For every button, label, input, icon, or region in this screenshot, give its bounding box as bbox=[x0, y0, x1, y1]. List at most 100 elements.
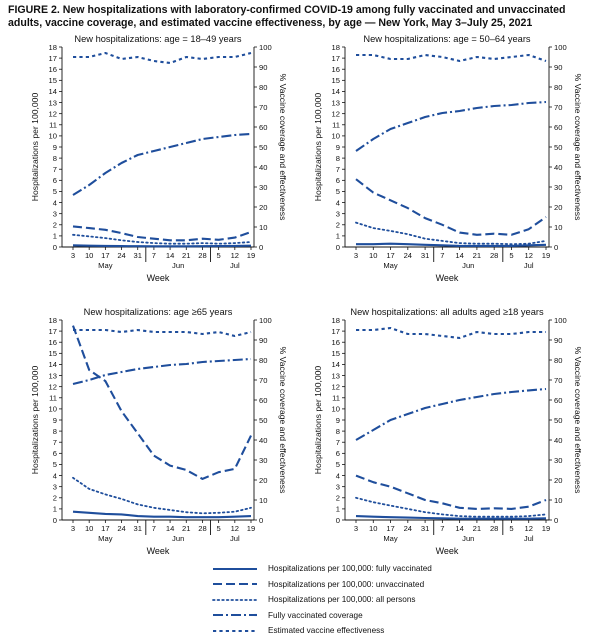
y-tick-label: 3 bbox=[336, 209, 340, 218]
legend-item-fully-vaccinated: Hospitalizations per 100,000: fully vacc… bbox=[212, 561, 512, 577]
x-tick-label: 19 bbox=[247, 251, 255, 260]
y-tick-label: 10 bbox=[332, 405, 340, 414]
y-tick-label: 14 bbox=[332, 360, 340, 369]
y-tick-label: 10 bbox=[49, 405, 57, 414]
y-axis-label: Hospitalizations per 100,000 bbox=[30, 93, 40, 202]
y2-tick-label: 10 bbox=[259, 496, 267, 505]
charts-canvas: New hospitalizations: age = 18–49 years 0… bbox=[30, 34, 583, 556]
x-tick-label: 24 bbox=[117, 524, 125, 533]
y2-tick-label: 0 bbox=[554, 243, 558, 252]
legend-swatch bbox=[213, 614, 257, 617]
y2-tick-label: 80 bbox=[554, 356, 562, 365]
legend-item-all-persons: Hospitalizations per 100,000: all person… bbox=[212, 592, 512, 608]
x-tick-label: 24 bbox=[404, 251, 412, 260]
series-line-unvaccinated bbox=[72, 325, 252, 480]
legend-label: Fully vaccinated coverage bbox=[268, 610, 363, 620]
y-tick-label: 12 bbox=[332, 109, 340, 118]
y2-tick-label: 10 bbox=[554, 496, 562, 505]
y-tick-label: 9 bbox=[53, 416, 57, 425]
y-tick-label: 6 bbox=[53, 449, 57, 458]
x-tick-label: 28 bbox=[490, 524, 498, 533]
y-tick-label: 0 bbox=[336, 516, 340, 525]
month-label: Jul bbox=[524, 534, 534, 543]
y2-tick-label: 60 bbox=[554, 123, 562, 132]
y-tick-label: 18 bbox=[49, 316, 57, 325]
legend: Hospitalizations per 100,000: fully vacc… bbox=[212, 561, 512, 639]
y-axis-label: Hospitalizations per 100,000 bbox=[313, 93, 323, 202]
series-line-coverage bbox=[72, 357, 252, 386]
y2-tick-label: 60 bbox=[259, 123, 267, 132]
x-tick-label: 31 bbox=[421, 251, 429, 260]
y2-tick-label: 40 bbox=[259, 436, 267, 445]
y-tick-label: 3 bbox=[53, 209, 57, 218]
y-tick-label: 6 bbox=[336, 449, 340, 458]
x-tick-label: 28 bbox=[198, 251, 206, 260]
series-line-fully-vaccinated bbox=[72, 510, 252, 519]
y-tick-label: 13 bbox=[49, 98, 57, 107]
series-line-coverage bbox=[72, 132, 252, 196]
y2-tick-label: 50 bbox=[259, 416, 267, 425]
y-tick-label: 1 bbox=[336, 232, 340, 241]
y2-tick-label: 50 bbox=[554, 143, 562, 152]
y-tick-label: 5 bbox=[336, 187, 340, 196]
month-label: May bbox=[98, 261, 113, 270]
y-tick-label: 18 bbox=[332, 43, 340, 52]
y2-tick-label: 50 bbox=[259, 143, 267, 152]
y2-tick-label: 30 bbox=[259, 183, 267, 192]
legend-swatch bbox=[212, 598, 258, 601]
x-axis-label: Week bbox=[436, 273, 459, 283]
y-tick-label: 14 bbox=[332, 87, 340, 96]
month-label: Jul bbox=[230, 261, 240, 270]
y2-tick-label: 60 bbox=[554, 396, 562, 405]
y-tick-label: 18 bbox=[49, 43, 57, 52]
month-label: May bbox=[383, 534, 398, 543]
y-tick-label: 12 bbox=[49, 109, 57, 118]
x-tick-label: 21 bbox=[473, 524, 481, 533]
y-tick-label: 2 bbox=[336, 221, 340, 230]
y-tick-label: 7 bbox=[53, 165, 57, 174]
y-tick-label: 5 bbox=[336, 460, 340, 469]
y-tick-label: 17 bbox=[49, 54, 57, 63]
y2-tick-label: 20 bbox=[259, 476, 267, 485]
y-tick-label: 8 bbox=[53, 427, 57, 436]
y2-tick-label: 70 bbox=[259, 103, 267, 112]
y2-tick-label: 100 bbox=[554, 316, 567, 325]
series-line-unvaccinated bbox=[72, 225, 252, 242]
y-tick-label: 2 bbox=[53, 494, 57, 503]
x-tick-label: 10 bbox=[85, 251, 93, 260]
y-tick-label: 5 bbox=[53, 460, 57, 469]
y2-tick-label: 100 bbox=[554, 43, 567, 52]
y2-tick-label: 20 bbox=[259, 203, 267, 212]
y-tick-label: 0 bbox=[53, 516, 57, 525]
y2-tick-label: 10 bbox=[259, 223, 267, 232]
y2-tick-label: 90 bbox=[554, 63, 562, 72]
y-tick-label: 14 bbox=[49, 360, 57, 369]
y-tick-label: 4 bbox=[336, 471, 340, 480]
x-tick-label: 31 bbox=[134, 251, 142, 260]
y-tick-label: 16 bbox=[49, 65, 57, 74]
series-line-coverage bbox=[355, 100, 547, 152]
y-axis-label: Hospitalizations per 100,000 bbox=[30, 366, 40, 475]
chart-panel-4: New hospitalizations: all adults aged ≥1… bbox=[313, 307, 583, 556]
y2-axis-label: % Vaccine coverage and effectiveness bbox=[573, 74, 583, 221]
y2-axis-label: % Vaccine coverage and effectiveness bbox=[573, 347, 583, 494]
y-tick-label: 0 bbox=[336, 243, 340, 252]
y-tick-label: 17 bbox=[332, 327, 340, 336]
y2-tick-label: 70 bbox=[554, 103, 562, 112]
x-tick-label: 17 bbox=[386, 251, 394, 260]
x-tick-label: 10 bbox=[369, 251, 377, 260]
y2-tick-label: 20 bbox=[554, 203, 562, 212]
y2-tick-label: 40 bbox=[259, 163, 267, 172]
y2-tick-label: 40 bbox=[554, 163, 562, 172]
series-line-all-persons bbox=[72, 476, 252, 515]
y-tick-label: 13 bbox=[332, 371, 340, 380]
y-tick-label: 6 bbox=[53, 176, 57, 185]
x-tick-label: 21 bbox=[182, 524, 190, 533]
y2-tick-label: 0 bbox=[259, 516, 263, 525]
figure-title: FIGURE 2. New hospitalizations with labo… bbox=[8, 4, 566, 29]
y-tick-label: 4 bbox=[53, 198, 57, 207]
y2-tick-label: 100 bbox=[259, 43, 272, 52]
y-tick-label: 12 bbox=[332, 382, 340, 391]
y2-axis-label: % Vaccine coverage and effectiveness bbox=[278, 74, 288, 221]
legend-label: Hospitalizations per 100,000: unvaccinat… bbox=[268, 579, 425, 589]
